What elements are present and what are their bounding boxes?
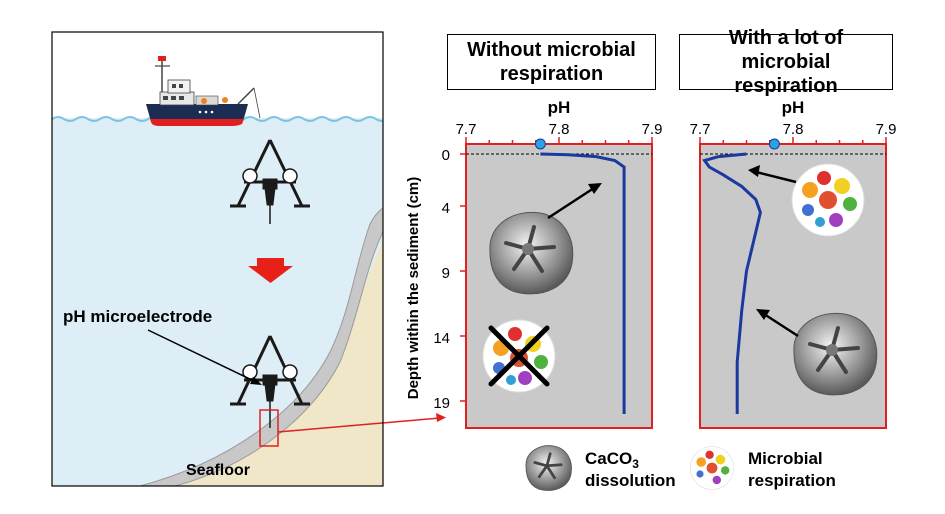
legend-respiration-label: respiration xyxy=(748,471,836,490)
foraminifera-shell-icon xyxy=(793,312,878,396)
x-tick-label: 7.8 xyxy=(783,121,804,138)
x-tick-label: 7.9 xyxy=(876,121,897,138)
foraminifera-shell-icon xyxy=(489,211,574,295)
microbes-icon xyxy=(690,446,734,490)
lander-top xyxy=(230,139,310,224)
axis-ticks xyxy=(699,137,887,144)
foraminifera-shell-icon xyxy=(525,445,572,491)
y-tick-label: 19 xyxy=(433,395,450,412)
research-ship xyxy=(146,56,261,126)
x-tick-label: 7.7 xyxy=(456,121,477,138)
surface-ph-marker xyxy=(768,138,780,150)
sediment xyxy=(160,240,383,486)
y-tick-label: 14 xyxy=(433,330,450,347)
pointer-arrow xyxy=(763,312,799,338)
legend-microbial-label: Microbial xyxy=(748,449,823,468)
zoom-connector xyxy=(277,417,441,433)
microbes-crossed-icon xyxy=(482,319,556,393)
down-arrow-icon xyxy=(248,258,293,283)
ocean-scene xyxy=(52,32,383,486)
x-tick-label: 7.9 xyxy=(642,121,663,138)
legend-microbial: Microbial respiration xyxy=(690,446,836,490)
surface-ph-marker xyxy=(534,138,546,150)
microelectrode-pointer xyxy=(147,329,257,383)
y-axis-title: Depth within the sediment (cm) xyxy=(405,177,422,400)
x-tick-label: 7.8 xyxy=(549,121,570,138)
scene-frame xyxy=(51,31,384,487)
ph-microelectrode-label: pH microelectrode xyxy=(63,307,212,326)
header-with-respiration: With a lot of microbial respiration xyxy=(679,27,893,97)
axis-ticks xyxy=(460,137,653,402)
microbes-icon xyxy=(791,163,865,237)
seafloor-label: Seafloor xyxy=(186,462,250,479)
pointer-arrow xyxy=(755,170,797,184)
legend-caco3-subscript: 3 xyxy=(632,457,639,471)
y-tick-label: 4 xyxy=(442,200,450,217)
y-tick-label: 9 xyxy=(442,265,450,282)
x-tick-label: 7.7 xyxy=(690,121,711,138)
seafloor-slope xyxy=(139,207,383,486)
pointer-arrow xyxy=(547,186,595,220)
legend-dissolution-label: dissolution xyxy=(585,471,676,490)
electrode-highlight-box xyxy=(259,409,279,447)
svg-text:CaCO3: CaCO3 xyxy=(585,449,639,471)
y-tick-label: 0 xyxy=(442,147,450,164)
ph-profile-line xyxy=(702,152,762,414)
legend-caco3-label: CaCO xyxy=(585,449,632,468)
header-without-respiration: Without microbial respiration xyxy=(447,34,656,90)
legend-caco3: CaCO3 dissolution xyxy=(525,445,676,491)
x-axis-title: pH xyxy=(548,98,571,117)
x-axis-title: pH xyxy=(782,98,805,117)
ph-profile-line xyxy=(540,152,626,414)
